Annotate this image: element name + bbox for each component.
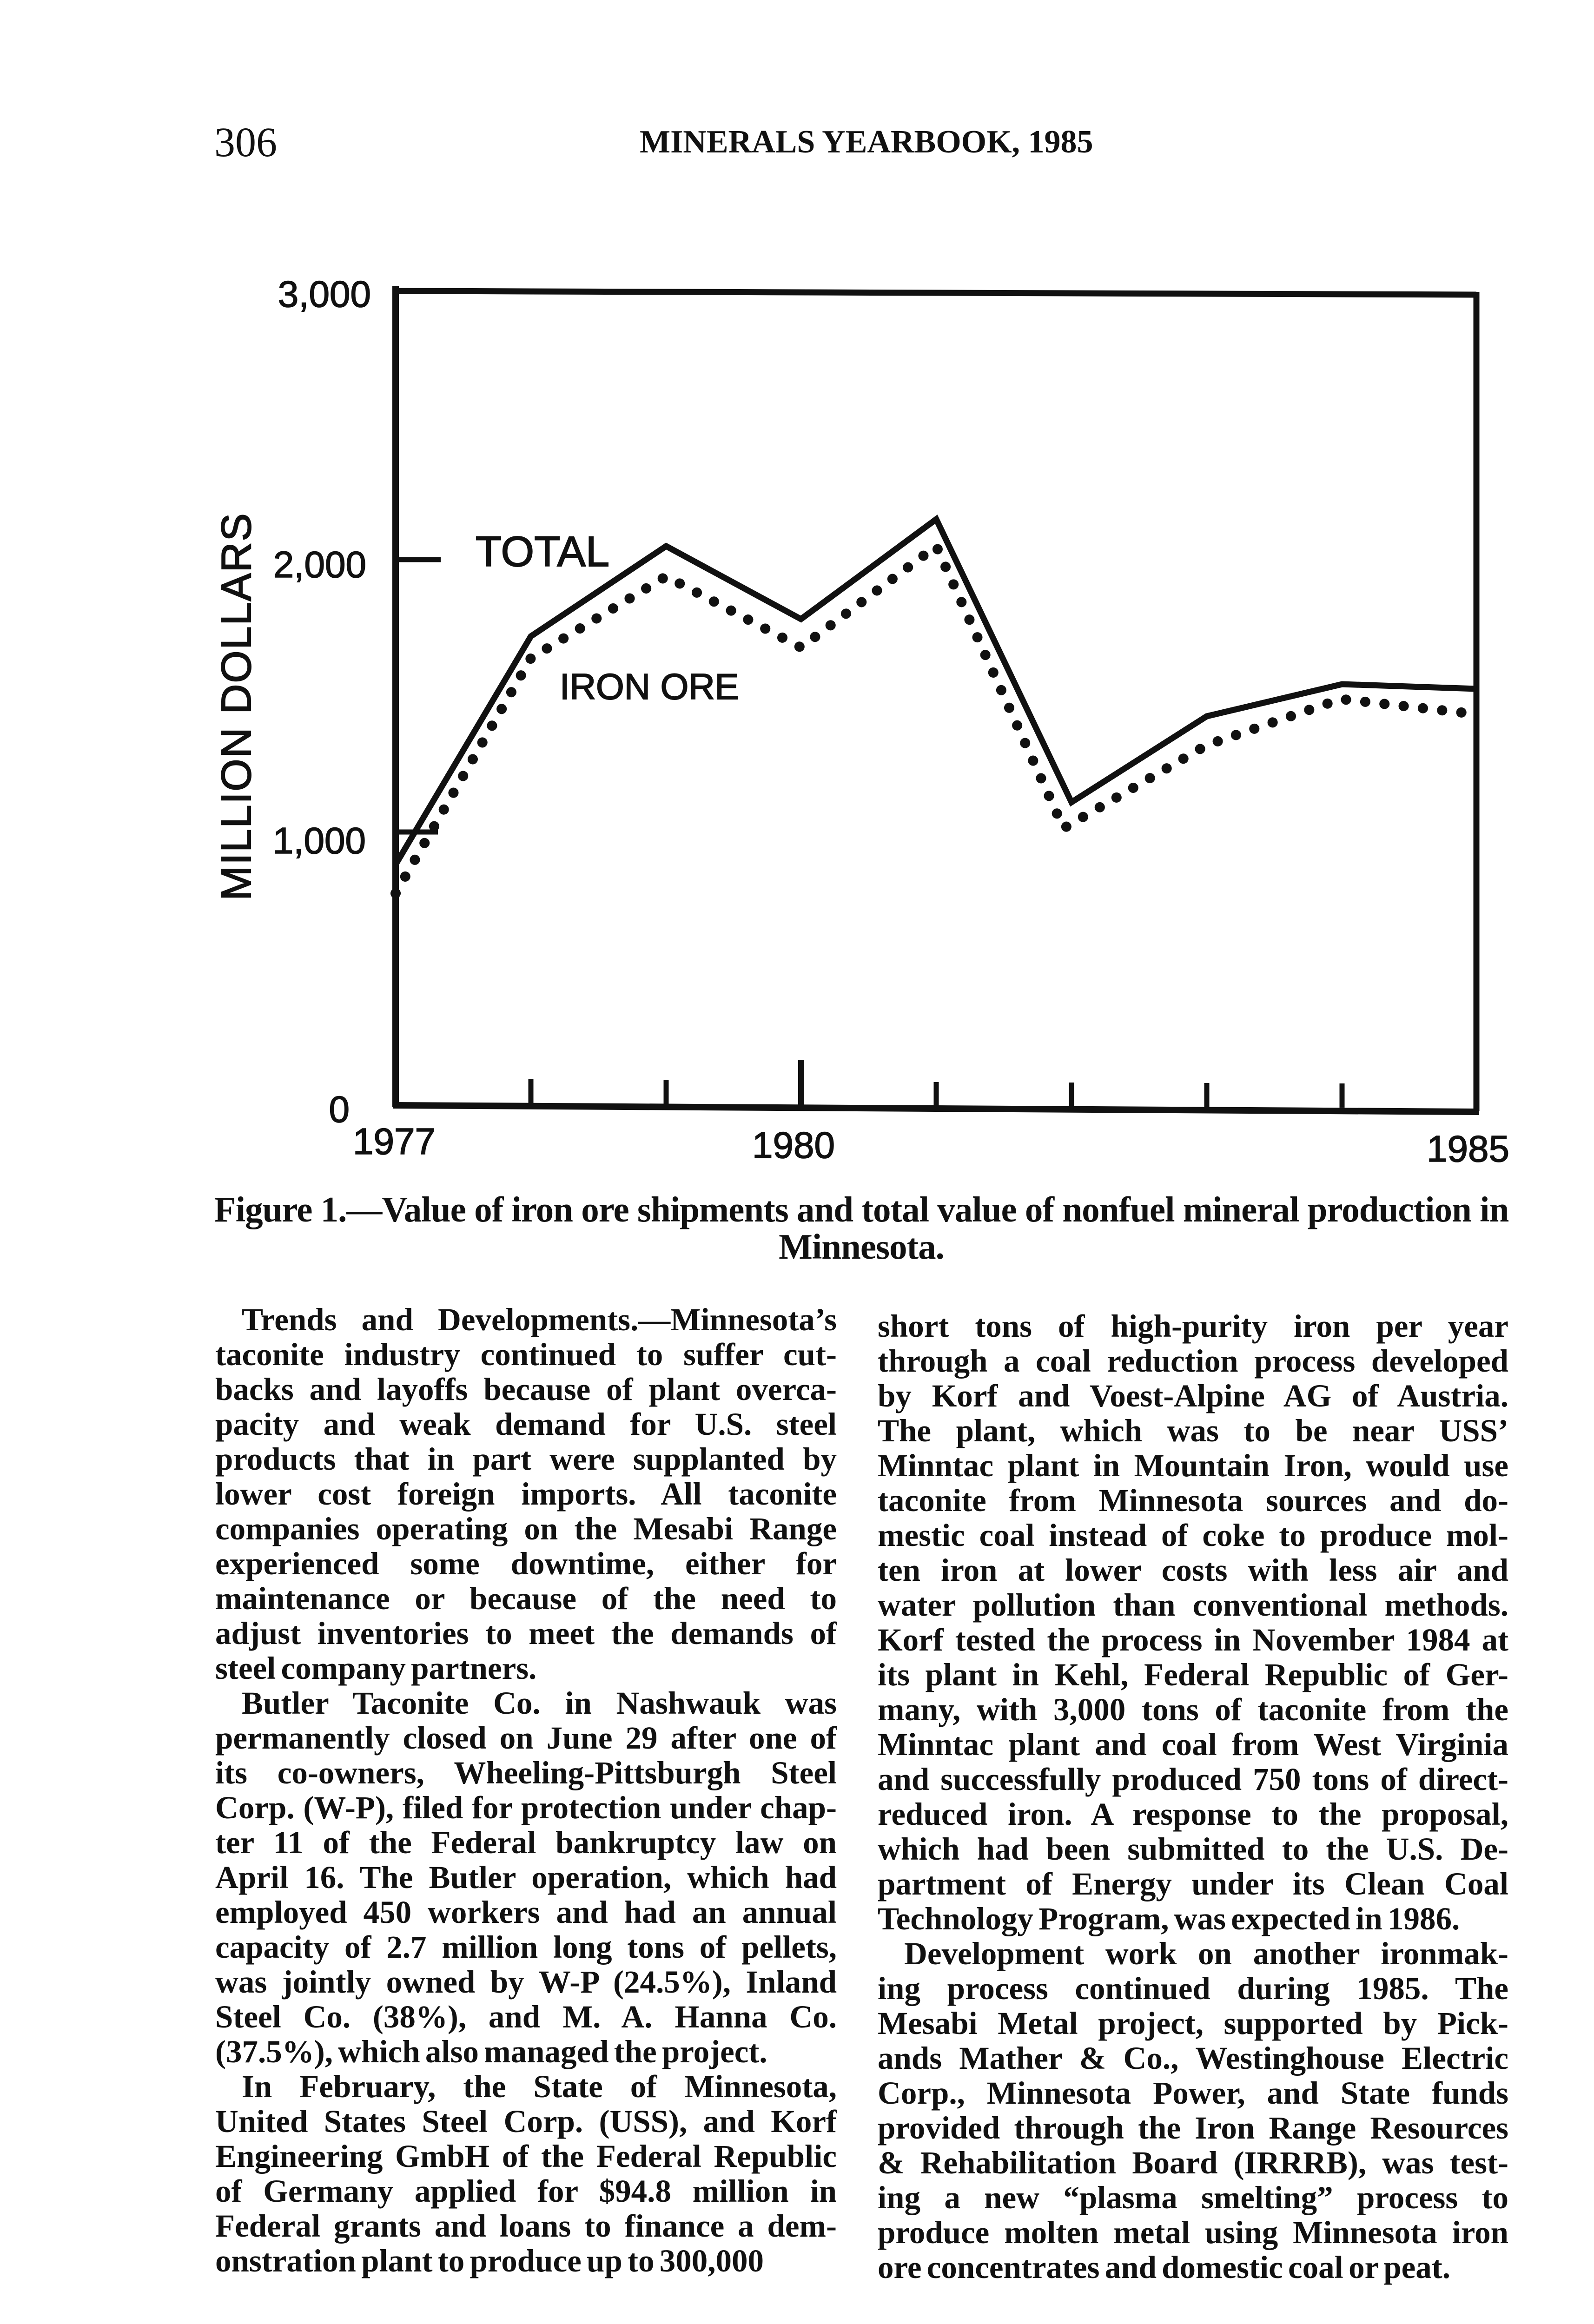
svg-text:1977: 1977 (353, 1121, 436, 1162)
svg-text:TOTAL: TOTAL (476, 528, 609, 575)
svg-text:3,000: 3,000 (278, 273, 371, 315)
svg-text:2,000: 2,000 (273, 544, 366, 585)
svg-text:1,000: 1,000 (273, 820, 366, 861)
svg-text:MILLION DOLLARS: MILLION DOLLARS (213, 512, 260, 900)
svg-text:0: 0 (329, 1089, 350, 1130)
svg-text:IRON ORE: IRON ORE (560, 666, 739, 707)
svg-text:1980: 1980 (752, 1124, 835, 1166)
svg-text:1985: 1985 (1427, 1128, 1509, 1169)
